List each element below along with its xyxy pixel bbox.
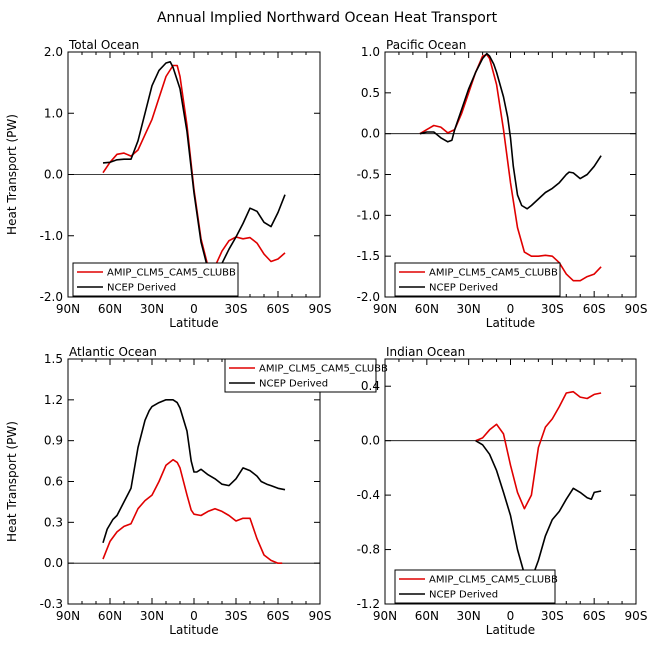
y-tick-label: 0.5 (361, 86, 380, 100)
panel-title: Pacific Ocean (386, 38, 466, 52)
x-tick-label: 60N (415, 609, 439, 623)
x-tick-label: 60S (267, 302, 290, 316)
legend: AMIP_CLM5_CAM5_CLUBB NCEP Derived (394, 569, 558, 604)
x-tick-label: 30S (225, 302, 248, 316)
legend-label: NCEP Derived (107, 283, 176, 294)
x-tick-label: 60S (583, 302, 606, 316)
legend-box (72, 262, 239, 297)
y-tick-label: -2.0 (357, 290, 380, 304)
x-tick-label: 30N (457, 302, 481, 316)
x-tick-label: 90S (625, 302, 648, 316)
x-tick-label: 60S (267, 609, 290, 623)
legend-box (394, 569, 556, 604)
obs-series-line (475, 440, 602, 584)
x-tick-label: 60N (98, 609, 122, 623)
x-tick-label: 90S (625, 609, 648, 623)
x-axis-label: Latitude (169, 623, 218, 637)
plot-frame (67, 358, 321, 605)
y-tick-label: 0.0 (44, 168, 63, 182)
y-tick-label: 0.3 (44, 515, 63, 529)
legend: AMIP_CLM5_CAM5_CLUBB NCEP Derived (224, 358, 388, 393)
y-tick-label: -1.0 (357, 208, 380, 222)
x-tick-label: 0 (507, 302, 515, 316)
y-tick-label: -1.0 (40, 229, 63, 243)
x-tick-label: 30S (541, 609, 564, 623)
legend-label: AMIP_CLM5_CAM5_CLUBB (107, 268, 236, 279)
y-tick-label: 1.0 (44, 106, 63, 120)
x-tick-label: 90S (309, 609, 332, 623)
chart-panel-4: 90N 60N 30N 0 30S 60S 90S -1.2 -0.8 -0.4 0.0 0.4 Ind… (357, 345, 648, 637)
x-tick-label: 90N (373, 302, 397, 316)
x-tick-label: 60N (415, 302, 439, 316)
model-series-line (102, 64, 286, 273)
legend: AMIP_CLM5_CAM5_CLUBB NCEP Derived (72, 262, 239, 297)
legend-box (394, 262, 561, 297)
y-tick-label: 2.0 (44, 45, 63, 59)
x-tick-label: 30N (457, 609, 481, 623)
x-tick-label: 90N (56, 302, 80, 316)
obs-series-line (102, 60, 286, 277)
chart-panel-3: 90N 60N 30N 0 30S 60S 90S -0.3 0.0 0.3 0.6 0.9 1.2 1.… (5, 345, 388, 637)
y-tick-label: 0.4 (361, 379, 380, 393)
y-tick-label: 0.6 (44, 475, 63, 489)
panel-title: Indian Ocean (386, 345, 465, 359)
y-axis-label: Heat Transport (PW) (5, 421, 19, 542)
x-tick-label: 0 (190, 609, 198, 623)
x-axis-label: Latitude (169, 316, 218, 330)
chart-panel-1: 90N 60N 30N 0 30S 60S 90S -2.0 -1.0 0.0 1.0 2.0 Tota… (5, 38, 331, 330)
y-tick-label: 0.0 (361, 434, 380, 448)
plot-frame (384, 358, 637, 605)
y-tick-label: -0.5 (357, 168, 380, 182)
chart-panel-2: 90N 60N 30N 0 30S 60S 90S -2.0 -1.5 -1.0 -0.5 0.0 0.… (357, 38, 648, 330)
y-tick-label: -1.2 (357, 597, 380, 611)
legend-label: AMIP_CLM5_CAM5_CLUBB (259, 364, 388, 375)
x-tick-label: 90N (56, 609, 80, 623)
legend-box (224, 358, 377, 393)
x-tick-label: 30S (541, 302, 564, 316)
obs-series-line (102, 398, 286, 544)
y-tick-label: 1.5 (44, 352, 63, 366)
y-tick-label: 0.0 (361, 127, 380, 141)
x-tick-label: 60S (583, 609, 606, 623)
y-tick-label: -0.4 (357, 488, 380, 502)
y-tick-label: 0.0 (44, 556, 63, 570)
x-axis-label: Latitude (486, 316, 535, 330)
plot-frame (384, 51, 637, 298)
model-series-line (102, 458, 283, 565)
panel-title: Total Ocean (68, 38, 139, 52)
legend-label: NCEP Derived (429, 590, 498, 601)
panel-title: Atlantic Ocean (69, 345, 157, 359)
y-tick-label: 1.0 (361, 45, 380, 59)
y-tick-label: -2.0 (40, 290, 63, 304)
y-axis-label: Heat Transport (PW) (5, 114, 19, 235)
y-tick-label: 0.9 (44, 434, 63, 448)
x-tick-label: 90N (373, 609, 397, 623)
x-axis-label: Latitude (486, 623, 535, 637)
y-tick-label: -1.5 (357, 249, 380, 263)
x-tick-label: 30N (140, 302, 164, 316)
x-tick-label: 30S (225, 609, 248, 623)
y-tick-label: 1.2 (44, 393, 63, 407)
y-tick-label: -0.8 (357, 543, 380, 557)
x-tick-label: 60N (98, 302, 122, 316)
x-tick-label: 0 (507, 609, 515, 623)
x-tick-label: 90S (309, 302, 332, 316)
y-tick-label: -0.3 (40, 597, 63, 611)
model-series-line (419, 53, 602, 282)
x-tick-label: 0 (190, 302, 198, 316)
obs-series-line (419, 52, 602, 210)
figure-title: Annual Implied Northward Ocean Heat Tran… (157, 10, 498, 26)
legend-label: NCEP Derived (429, 283, 498, 294)
legend-label: AMIP_CLM5_CAM5_CLUBB (429, 575, 558, 586)
model-series-line (475, 390, 602, 510)
legend-label: AMIP_CLM5_CAM5_CLUBB (429, 268, 558, 279)
legend-label: NCEP Derived (259, 379, 328, 390)
x-tick-label: 30N (140, 609, 164, 623)
legend: AMIP_CLM5_CAM5_CLUBB NCEP Derived (394, 262, 561, 297)
